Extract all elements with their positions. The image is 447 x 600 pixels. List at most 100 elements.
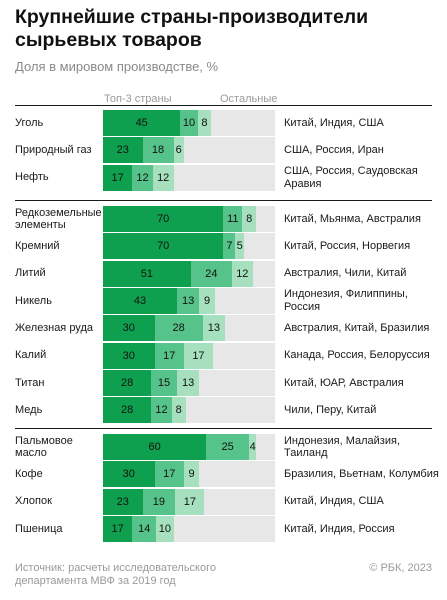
top-countries: Китай, Индия, США <box>284 495 384 508</box>
group-separator <box>15 428 432 429</box>
bar-segment-3: 12 <box>152 164 174 191</box>
bar-row: Кофе 30 17 9 Бразилия, Вьетнам, Колумбия <box>0 461 447 488</box>
bar-track: 30 17 17 <box>103 342 275 369</box>
bar-segment-3: 4 <box>249 434 257 460</box>
bar-segment-1: 60 <box>103 434 207 460</box>
top-countries: Китай, Индия, США <box>284 116 384 129</box>
top-countries: Австралия, Чили, Китай <box>284 267 407 280</box>
bar-track: 51 24 12 <box>103 260 275 287</box>
top-countries: Китай, Индия, Россия <box>284 522 395 535</box>
chart-subtitle: Доля в мировом производстве, % <box>15 59 219 74</box>
bar-segment-2: 13 <box>176 287 200 314</box>
bar-segment-2: 28 <box>154 315 203 342</box>
bar-segment-2: 10 <box>180 110 198 136</box>
copyright: © РБК, 2023 <box>369 562 432 574</box>
top-countries: Бразилия, Вьетнам, Колумбия <box>284 468 439 481</box>
commodity-label: Хлопок <box>15 495 52 508</box>
bar-segment-2: 24 <box>190 260 232 287</box>
bar-row: Нефть 17 12 12 США, Россия, Саудовская Арави… <box>0 164 447 191</box>
bar-segment-1: 17 <box>103 164 133 191</box>
bar-row: Никель 43 13 9 Индонезия, Филиппины, Россия <box>0 287 447 314</box>
bar-row: Хлопок 23 19 17 Китай, Индия, США <box>0 488 447 515</box>
bar-segment-1: 43 <box>103 287 177 314</box>
commodity-label: Пальмовое масло <box>15 434 73 460</box>
legend-top3: Топ-3 страны <box>104 93 172 105</box>
bar-segment-3: 9 <box>199 287 215 314</box>
bar-row: Калий 30 17 17 Канада, Россия, Белоруссия <box>0 342 447 369</box>
commodity-label: Литий <box>15 267 46 280</box>
top-countries: США, Россия, Саудовская Аравия <box>284 165 418 190</box>
bar-segment-2: 17 <box>154 461 184 488</box>
bar-track: 70 11 8 <box>103 206 275 232</box>
commodity-label: Уголь <box>15 116 44 129</box>
top-countries: Китай, ЮАР, Австралия <box>284 376 404 389</box>
bar-row: Литий 51 24 12 Австралия, Чили, Китай <box>0 260 447 287</box>
commodity-label: Кремний <box>15 240 60 253</box>
bar-segment-2: 12 <box>151 397 172 424</box>
bar-segment-3: 13 <box>176 369 200 396</box>
bar-row: Пальмовое масло 60 25 4 Индонезия, Малайзия,… <box>0 434 447 460</box>
bar-segment-1: 28 <box>103 397 152 424</box>
bar-track: 45 10 8 <box>103 110 275 136</box>
bar-segment-1: 23 <box>103 488 143 515</box>
bar-segment-1: 70 <box>103 233 224 260</box>
bar-segment-2: 25 <box>206 434 250 460</box>
commodity-label: Редкоземельные элементы <box>15 206 102 232</box>
commodity-label: Медь <box>15 403 43 416</box>
group-separator <box>15 200 432 201</box>
bar-segment-2: 12 <box>132 164 153 191</box>
commodity-label: Никель <box>15 294 52 307</box>
bar-segment-3: 17 <box>183 342 214 369</box>
commodity-label: Титан <box>15 376 45 389</box>
bar-segment-1: 28 <box>103 369 152 396</box>
commodity-label: Кофе <box>15 468 43 481</box>
top-countries: Индонезия, Малайзия, Таиланд <box>284 434 401 460</box>
bar-track: 60 25 4 <box>103 434 275 460</box>
bar-row: Пшеница 17 14 10 Китай, Индия, Россия <box>0 515 447 542</box>
bar-segment-3: 5 <box>235 233 245 260</box>
bar-track: 43 13 9 <box>103 287 275 314</box>
bar-row: Кремний 70 7 5 Китай, Россия, Норвегия <box>0 233 447 260</box>
bar-segment-3: 17 <box>175 488 205 515</box>
bar-segment-3: 10 <box>156 515 174 542</box>
commodity-label: Калий <box>15 349 47 362</box>
bar-track: 28 12 8 <box>103 397 275 424</box>
top-countries: Китай, Россия, Норвегия <box>284 240 411 253</box>
chart-title: Крупнейшие страны-производители сырьевых… <box>15 6 369 51</box>
commodity-label: Нефть <box>15 171 49 184</box>
bar-track: 23 19 17 <box>103 488 275 515</box>
top-countries: Чили, Перу, Китай <box>284 403 377 416</box>
bar-segment-3: 8 <box>242 206 257 232</box>
commodity-label: Пшеница <box>15 522 63 535</box>
top-countries: США, Россия, Иран <box>284 144 384 157</box>
bar-segment-2: 17 <box>154 342 184 369</box>
bar-track: 28 15 13 <box>103 369 275 396</box>
group-separator <box>15 105 432 106</box>
bar-track: 30 28 13 <box>103 315 275 342</box>
top-countries: Канада, Россия, Белоруссия <box>284 349 430 362</box>
bar-track: 17 12 12 <box>103 164 275 191</box>
bar-row: Железная руда 30 28 13 Австралия, Китай, Бра… <box>0 315 447 342</box>
bar-segment-1: 30 <box>103 461 155 488</box>
legend-rest: Остальные <box>220 93 278 105</box>
bar-segment-2: 11 <box>223 206 243 232</box>
bar-segment-1: 70 <box>103 206 224 232</box>
bar-segment-3: 8 <box>171 397 186 424</box>
bar-track: 30 17 9 <box>103 461 275 488</box>
bar-segment-2: 18 <box>142 137 174 164</box>
bar-segment-1: 30 <box>103 315 155 342</box>
bar-row: Титан 28 15 13 Китай, ЮАР, Австралия <box>0 369 447 396</box>
top-countries: Китай, Мьянма, Австралия <box>284 212 421 225</box>
bar-row: Природный газ 23 18 6 США, Россия, Иран <box>0 137 447 164</box>
bar-track: 17 14 10 <box>103 515 275 542</box>
commodity-label: Природный газ <box>15 144 92 157</box>
commodity-label: Железная руда <box>15 321 93 334</box>
bar-segment-3: 6 <box>173 137 184 164</box>
top-countries: Австралия, Китай, Бразилия <box>284 321 430 334</box>
source-note: Источник: расчеты исследовательского деп… <box>15 562 216 587</box>
bar-track: 70 7 5 <box>103 233 275 260</box>
bar-segment-3: 13 <box>202 315 226 342</box>
bar-segment-2: 14 <box>132 515 157 542</box>
bar-segment-2: 15 <box>151 369 177 396</box>
bar-segment-3: 8 <box>197 110 212 136</box>
